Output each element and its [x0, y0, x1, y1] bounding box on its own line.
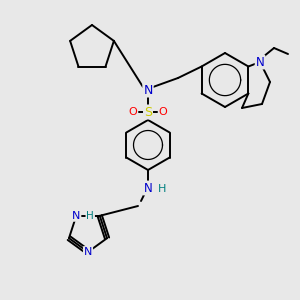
- Text: H: H: [86, 211, 94, 221]
- Text: N: N: [72, 211, 80, 221]
- Text: O: O: [129, 107, 137, 117]
- Text: N: N: [144, 182, 152, 194]
- Text: N: N: [256, 56, 264, 68]
- Text: H: H: [158, 184, 166, 194]
- Text: N: N: [84, 247, 92, 257]
- Text: N: N: [143, 83, 153, 97]
- Text: O: O: [159, 107, 167, 117]
- Text: S: S: [144, 106, 152, 118]
